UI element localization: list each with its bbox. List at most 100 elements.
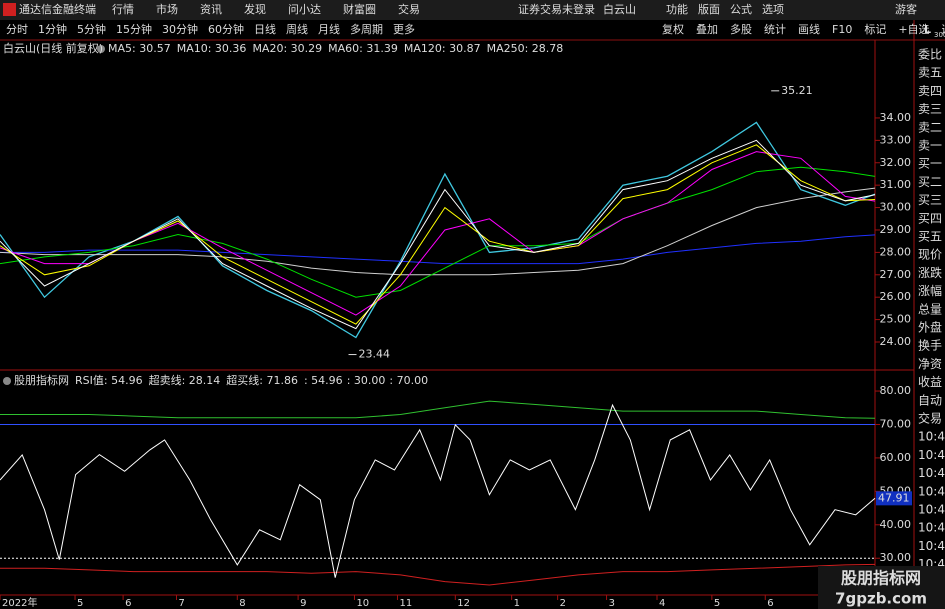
y-tick-label: 27.00: [880, 268, 912, 281]
side-label: 卖一: [918, 139, 942, 153]
period-button[interactable]: 月线: [318, 22, 340, 36]
tool-button[interactable]: 复权: [662, 22, 684, 36]
x-tick-label: 12: [457, 598, 470, 609]
watermark-box: [818, 566, 945, 609]
legend-entry: MA5: 30.57: [108, 42, 171, 55]
app-title: 通达信金融终端: [19, 2, 96, 16]
side-label: 10:47: [918, 503, 945, 517]
user[interactable]: 游客: [895, 2, 917, 16]
annotation: 23.44: [359, 348, 391, 361]
x-tick-label: 5: [714, 598, 720, 609]
menu-item[interactable]: 选项: [762, 3, 784, 16]
menu-item[interactable]: 版面: [698, 2, 720, 16]
side-label: 买五: [918, 230, 942, 244]
app-icon: [3, 3, 16, 16]
side-label: 买四: [918, 211, 942, 225]
period-button[interactable]: 1分钟: [38, 22, 67, 36]
x-tick-label: 9: [300, 598, 306, 609]
annotation: 35.21: [781, 84, 813, 97]
side-label: 10:47: [918, 539, 945, 553]
legend-entry: 超卖线: 28.14: [149, 373, 221, 387]
series-line: [0, 151, 876, 316]
side-label: 委比: [918, 48, 942, 62]
level-label: : 30.00: [347, 374, 386, 387]
series-line: [0, 139, 876, 330]
status-text: 白云山: [603, 2, 636, 16]
period-button[interactable]: 60分钟: [208, 22, 244, 36]
side-label: 10:46: [918, 430, 945, 444]
corner-sub: 300: [934, 31, 945, 39]
period-button[interactable]: 更多: [393, 22, 415, 36]
period-button[interactable]: 30分钟: [162, 22, 198, 36]
tool-button[interactable]: +自选: [898, 23, 929, 36]
x-tick-label: 6: [767, 598, 773, 609]
side-label: 现价: [918, 248, 942, 262]
period-button[interactable]: 周线: [286, 22, 308, 36]
series-line: [0, 400, 876, 419]
x-tick-label: 5: [77, 598, 83, 609]
legend-icon: [97, 45, 105, 53]
y-tick-label: 24.00: [880, 335, 912, 348]
watermark-title: 股朋指标网: [841, 569, 921, 588]
series-line: [0, 166, 876, 298]
tool-button[interactable]: 返回: [942, 23, 945, 36]
x-tick-label: 8: [239, 598, 245, 609]
menu-item[interactable]: 资讯: [200, 3, 222, 16]
y-tick-label: 26.00: [880, 290, 912, 303]
y-tick-label: 80.00: [880, 384, 912, 397]
menu-item[interactable]: 公式: [730, 3, 752, 16]
side-label: 卖二: [918, 120, 942, 134]
period-button[interactable]: 15分钟: [116, 22, 152, 36]
side-label: 10:47: [918, 484, 945, 498]
current-value-box: [876, 491, 912, 506]
period-button[interactable]: 多周期: [350, 22, 383, 36]
x-tick-label: 10: [356, 598, 369, 609]
series-line: [0, 563, 876, 586]
x-tick-label: 6: [125, 598, 131, 609]
x-tick-label: 2022年: [2, 596, 37, 609]
y-tick-label: 31.00: [880, 178, 912, 191]
legend-icon: [3, 377, 11, 385]
side-label: 收益: [918, 375, 942, 389]
side-label: 涨幅: [918, 283, 942, 298]
y-tick-label: 32.00: [880, 156, 912, 169]
status-text: 证券交易未登录: [518, 2, 595, 16]
tool-button[interactable]: 统计: [764, 23, 786, 36]
y-tick-label: 30.00: [880, 551, 912, 564]
tool-button[interactable]: F10: [832, 23, 852, 36]
tool-button[interactable]: 多股: [730, 22, 752, 36]
x-tick-label: 7: [178, 598, 184, 609]
series-line: [0, 187, 876, 276]
menu-item[interactable]: 功能: [666, 2, 688, 16]
y-tick-label: 33.00: [880, 133, 912, 146]
menu-item[interactable]: 问小达: [288, 3, 321, 16]
y-tick-label: 40.00: [880, 518, 912, 531]
panel-title: 白云山(日线 前复权): [3, 41, 103, 55]
period-button[interactable]: 5分钟: [77, 22, 106, 36]
menu-item[interactable]: 市场: [156, 2, 178, 16]
legend-entry: MA120: 30.87: [404, 42, 481, 55]
side-label: 净资: [918, 357, 942, 371]
tool-button[interactable]: 标记: [864, 22, 886, 36]
readout: : 54.96: [304, 374, 343, 387]
panel-title: 股朋指标网: [14, 373, 69, 387]
menu-item[interactable]: 行情: [112, 3, 134, 16]
menu-item[interactable]: 财富圈: [343, 2, 376, 16]
tool-button[interactable]: 画线: [798, 22, 820, 36]
period-button[interactable]: 分时: [6, 23, 28, 36]
side-label: 交易: [918, 411, 942, 426]
y-tick-label: 70.00: [880, 417, 912, 430]
side-label: 卖三: [918, 102, 942, 116]
period-button[interactable]: 日线: [254, 22, 276, 36]
series-line: [0, 234, 876, 265]
tool-button[interactable]: 叠加: [696, 23, 718, 36]
y-tick-label: 28.00: [880, 245, 912, 258]
side-label: 买一: [918, 157, 942, 171]
menu-item[interactable]: 发现: [244, 2, 266, 16]
side-label: 卖五: [918, 66, 942, 80]
legend-entry: MA250: 28.78: [487, 42, 564, 55]
x-tick-label: 2: [560, 598, 566, 609]
menu-item[interactable]: 交易: [398, 2, 420, 16]
current-value: 47.91: [878, 491, 910, 504]
